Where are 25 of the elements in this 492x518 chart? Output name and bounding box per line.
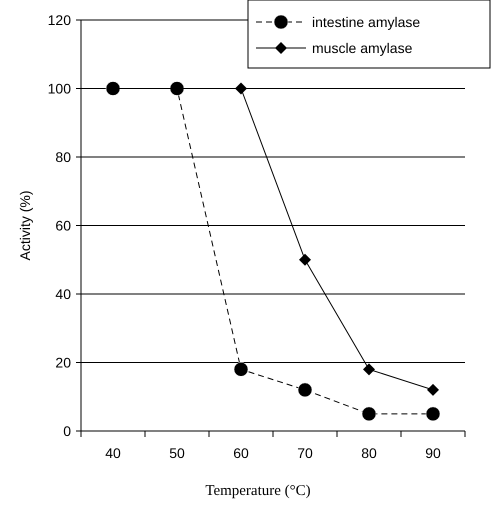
y-tick-label: 120: [48, 12, 72, 28]
y-tick-label: 40: [55, 286, 72, 302]
point: [362, 406, 376, 422]
y-tick-label: 100: [48, 80, 72, 96]
point: [234, 362, 248, 377]
x-tick-label: 60: [233, 445, 249, 461]
x-tick-label: 80: [361, 445, 377, 461]
y-tick-label: 0: [63, 423, 72, 439]
y-tick-label: 80: [55, 149, 72, 165]
point: [235, 82, 247, 94]
x-axis-title: Temperature (°C): [205, 483, 311, 499]
x-tick-label: 50: [169, 445, 185, 461]
point: [426, 406, 440, 422]
y-tick-label: 60: [55, 218, 72, 234]
x-tick-label: 40: [105, 445, 121, 461]
point: [427, 384, 439, 396]
y-tick-label: 20: [55, 354, 72, 370]
legend-label: intestine amylase: [312, 14, 420, 30]
point: [363, 363, 375, 376]
x-tick-label: 90: [425, 445, 441, 461]
point: [298, 382, 312, 398]
x-tick-label: 70: [297, 445, 313, 461]
y-axis-title: Activity (%): [17, 190, 33, 260]
point: [299, 254, 311, 266]
legend-label: muscle amylase: [312, 40, 413, 56]
